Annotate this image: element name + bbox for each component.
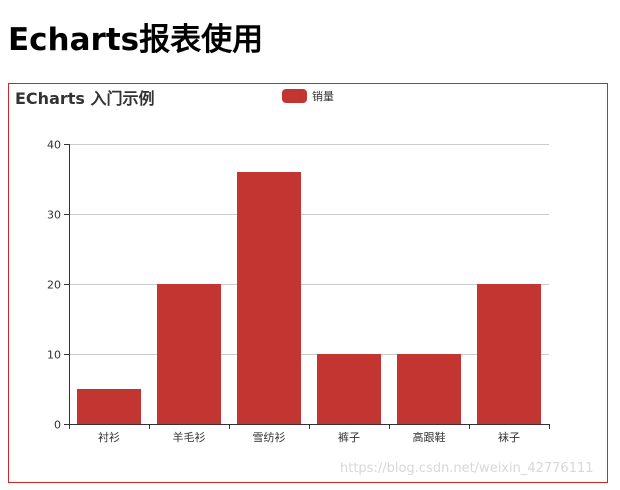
y-tick-label: 20 — [47, 279, 61, 292]
x-tick-label: 袜子 — [498, 430, 520, 444]
x-tick-label: 衬衫 — [98, 431, 120, 444]
bar[interactable] — [157, 284, 221, 424]
bar[interactable] — [77, 389, 141, 424]
legend-label[interactable]: 销量 — [312, 89, 334, 103]
x-tick-label: 羊毛衫 — [173, 430, 206, 444]
y-tick-label: 0 — [54, 419, 61, 432]
y-tick-label: 30 — [47, 209, 61, 222]
legend[interactable]: 销量 — [282, 89, 334, 103]
bar-chart: ECharts 入门示例 销量 0 10 20 30 40 衬衫 羊毛衫 雪纺衫 裤子 高跟鞋 袜子 — [15, 89, 550, 444]
page-title: Echarts报表使用 — [8, 22, 264, 58]
x-tick-label: 裤子 — [338, 430, 360, 444]
chart-title: ECharts 入门示例 — [15, 89, 155, 108]
y-tick-label: 40 — [47, 139, 61, 152]
chart-container: ECharts 入门示例 销量 0 10 20 30 40 衬衫 羊毛衫 雪纺衫 裤子 高跟鞋 袜子 — [8, 83, 608, 483]
bar[interactable] — [237, 172, 301, 424]
axes: 0 10 20 30 40 衬衫 羊毛衫 雪纺衫 裤子 高跟鞋 袜子 — [47, 139, 550, 444]
x-tick-label: 雪纺衫 — [253, 430, 286, 444]
x-tick-label: 高跟鞋 — [413, 430, 446, 444]
bars — [77, 172, 541, 424]
watermark: https://blog.csdn.net/weixin_42776111 — [340, 461, 594, 476]
bar[interactable] — [397, 354, 461, 424]
grid-lines — [69, 144, 549, 355]
bar[interactable] — [317, 354, 381, 424]
bar[interactable] — [477, 284, 541, 424]
y-tick-label: 10 — [47, 349, 61, 362]
legend-swatch[interactable] — [282, 89, 307, 103]
